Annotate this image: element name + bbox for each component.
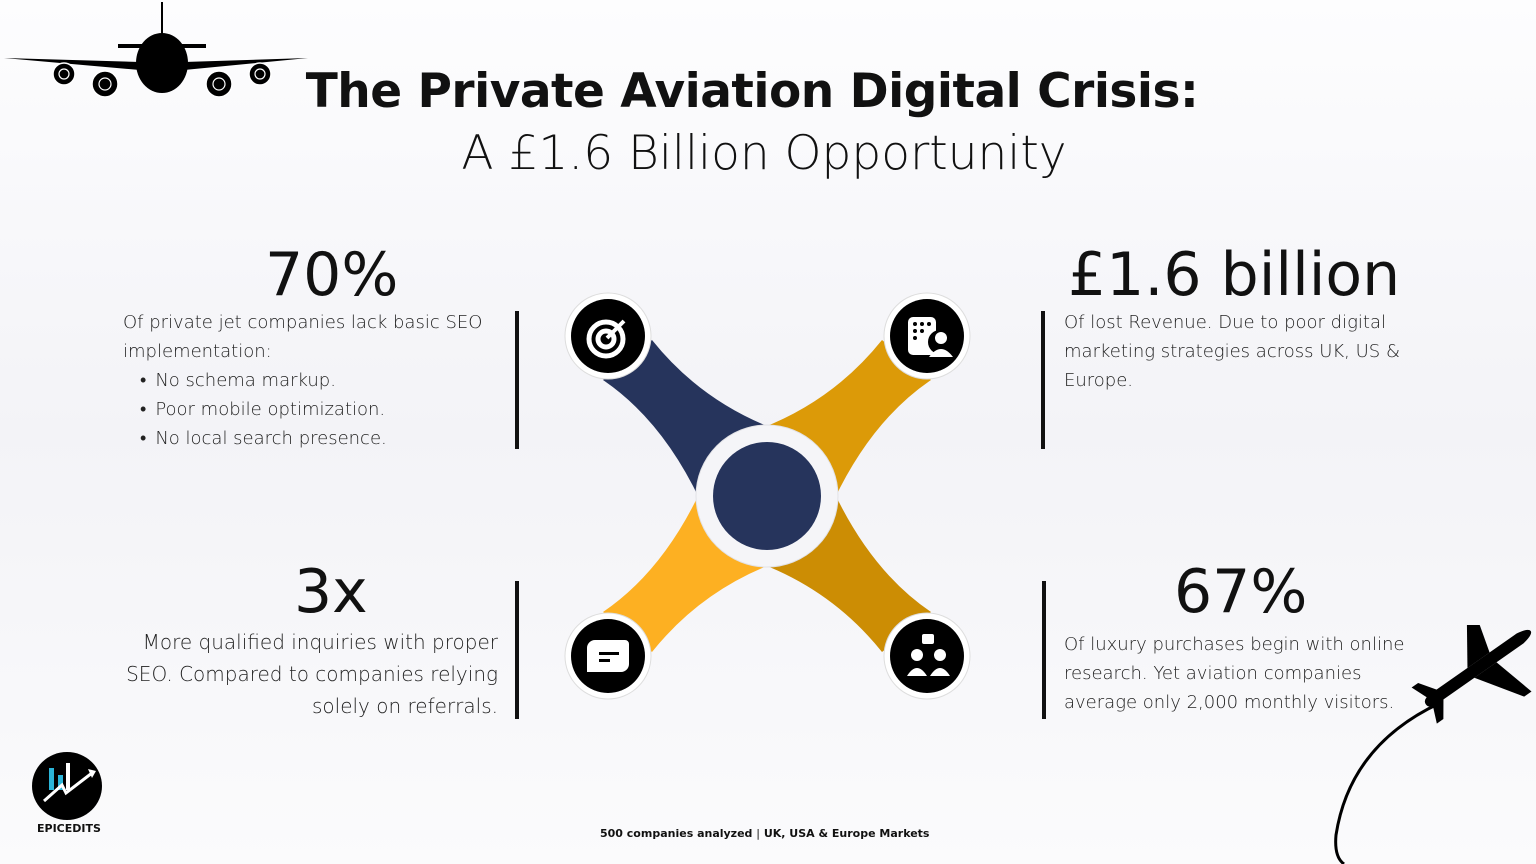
bullet-item: No local search presence. (123, 424, 503, 453)
epicedits-logo (32, 752, 102, 820)
airplane-trail-icon (1334, 625, 1532, 864)
contact-directory-icon (908, 317, 953, 357)
bullet-item: No schema markup. (123, 366, 503, 395)
stat-value-3x: 3x (294, 557, 368, 627)
divider (515, 311, 519, 449)
airplane-front-icon (4, 2, 308, 98)
message-icon (587, 640, 629, 672)
stat-text-3x: More qualified inquiries with proper SEO… (126, 630, 498, 718)
bullet-list: No schema markup. Poor mobile optimizati… (123, 366, 503, 453)
stat-text-67: Of luxury purchases begin with online re… (1064, 634, 1405, 713)
center-circle (713, 442, 821, 550)
page-subtitle: A £1.6 Billion Opportunity (461, 126, 1067, 181)
footer-note: 500 companies analyzed | UK, USA & Europ… (600, 827, 929, 840)
footer-right: UK, USA & Europe Markets (763, 827, 930, 840)
stat-text-billion: Of lost Revenue. Due to poor digital mar… (1064, 312, 1400, 391)
stat-text-70: Of private jet companies lack basic SEO … (123, 312, 483, 362)
page-title: The Private Aviation Digital Crisis: (305, 64, 1199, 119)
stat-value-70: 70% (265, 240, 399, 310)
divider (1041, 311, 1045, 449)
team-hierarchy-icon (907, 634, 950, 676)
stat-value-67: 67% (1174, 557, 1308, 627)
footer-left: 500 companies analyzed (600, 827, 753, 840)
divider (1042, 581, 1046, 719)
footer-separator: | (756, 827, 760, 840)
stat-value-billion: £1.6 billion (1068, 240, 1401, 310)
target-icon (586, 319, 626, 359)
logo-text: EPICEDITS (37, 822, 101, 835)
bullet-item: Poor mobile optimization. (123, 395, 503, 424)
divider (515, 581, 519, 719)
